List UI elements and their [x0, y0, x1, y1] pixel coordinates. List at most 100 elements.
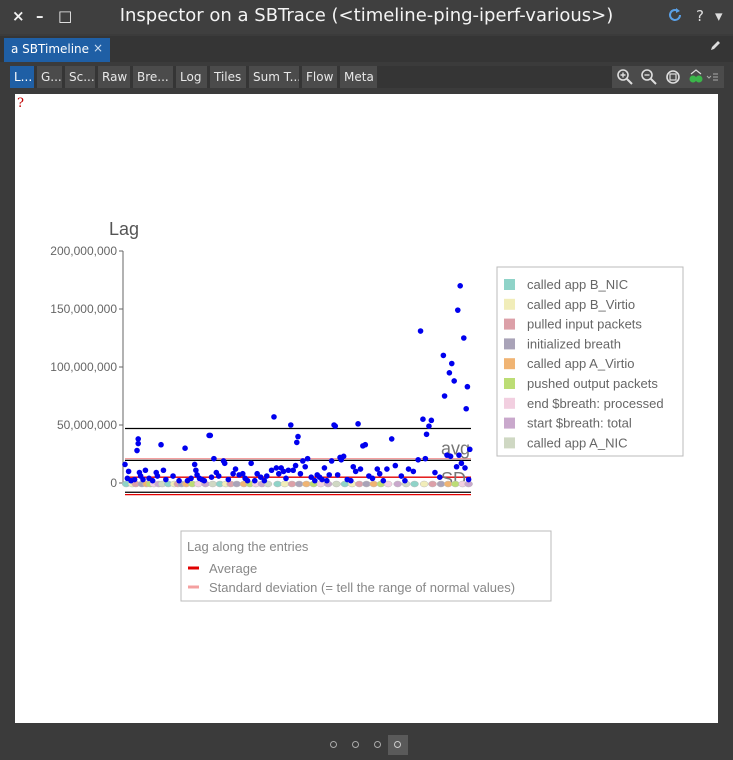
lag-point	[295, 433, 301, 440]
lag-legend-label: Standard deviation (= tell the range of …	[209, 580, 515, 595]
lag-point	[460, 335, 467, 341]
presentation-toolbar: L... G... Sc... Raw Bre... Log Tiles Sum…	[10, 66, 724, 88]
lag-point	[321, 465, 328, 471]
lag-point	[432, 469, 438, 476]
lag-point	[448, 360, 455, 367]
entry-marker	[355, 480, 364, 488]
lag-point	[451, 378, 457, 384]
lag-point	[122, 461, 128, 468]
lag-point	[332, 423, 339, 429]
view-options-icon[interactable]	[688, 68, 718, 86]
lag-legend-label: Average	[209, 561, 257, 576]
page-dot-2[interactable]	[352, 741, 359, 748]
lag-point	[417, 328, 424, 334]
lag-point	[193, 467, 199, 474]
tab-meta[interactable]: Meta	[340, 66, 377, 88]
entry-marker	[410, 480, 419, 488]
lag-point	[207, 432, 214, 439]
lag-point	[271, 414, 277, 420]
lag-point	[352, 468, 359, 475]
y-tick-label: 200,000,000	[50, 244, 117, 258]
maximize-window-button[interactable]: □	[58, 7, 73, 25]
entry-marker	[436, 480, 446, 488]
minimize-window-button[interactable]: –	[36, 7, 44, 25]
category-legend-label: start $breath: total	[527, 416, 632, 431]
lag-point	[275, 470, 282, 477]
category-legend-swatch	[504, 397, 515, 409]
lag-point	[392, 462, 399, 469]
lag-point	[283, 475, 289, 482]
tab-tiles[interactable]: Tiles	[210, 66, 246, 88]
tab-sbtimeline[interactable]: a SBTimeline ×	[4, 38, 110, 62]
lag-point	[326, 472, 333, 478]
lag-point	[328, 458, 335, 464]
zoom-fit-icon[interactable]	[664, 68, 682, 86]
lag-point	[319, 476, 325, 483]
category-legend-label: called app A_NIC	[527, 435, 627, 450]
entry-marker	[232, 480, 241, 488]
y-tick-label: 0	[110, 476, 117, 490]
error-indicator: ?	[17, 96, 24, 111]
entry-marker	[362, 480, 371, 488]
help-icon[interactable]: ?	[696, 7, 704, 25]
lag-point	[251, 477, 258, 484]
tab-log[interactable]: Log	[176, 66, 207, 88]
window-menu-icon[interactable]: ▾	[715, 7, 723, 25]
tab-sum-time[interactable]: Sum T...	[249, 66, 299, 88]
close-tab-icon[interactable]: ×	[92, 41, 103, 55]
lag-point	[441, 393, 448, 399]
window-titlebar: × – □ Inspector on a SBTrace (<timeline-…	[0, 0, 733, 34]
tab-lag[interactable]: L...	[10, 66, 34, 88]
lag-chart: Lag 0 50,000,000 100,000,000 150,000,000 200,…	[50, 219, 684, 602]
lag-point	[458, 460, 465, 467]
zoom-in-icon[interactable]	[616, 68, 634, 86]
inspector-pane: ? Lag 0 50,000,000 100,000,000 150,000,000 20…	[15, 94, 718, 723]
tab-graph[interactable]: G...	[37, 66, 62, 88]
category-legend-swatch	[504, 437, 515, 449]
lag-point	[340, 453, 347, 460]
zoom-out-icon[interactable]	[640, 68, 658, 86]
tab-breath[interactable]: Bre...	[133, 66, 173, 88]
lag-point	[350, 463, 357, 470]
lag-point	[158, 441, 164, 448]
lag-point	[422, 455, 429, 462]
page-dot-4-selected[interactable]	[388, 735, 408, 755]
close-window-button[interactable]: ×	[12, 7, 25, 25]
y-tick-label: 50,000,000	[57, 418, 117, 432]
lag-point	[211, 455, 217, 462]
entry-marker	[294, 480, 304, 488]
window-title: Inspector on a SBTrace (<timeline-ping-i…	[119, 5, 614, 26]
tab-flow[interactable]: Flow	[302, 66, 337, 88]
entry-marker	[302, 480, 311, 488]
category-legend-label: called app A_Virtio	[527, 356, 634, 371]
entry-marker	[428, 480, 437, 488]
lag-point	[454, 307, 461, 313]
lag-point	[230, 470, 236, 477]
lag-point	[463, 405, 469, 412]
page-dot-3[interactable]	[374, 741, 381, 748]
lag-point	[285, 467, 292, 474]
category-legend-box	[496, 266, 684, 457]
edit-pencil-icon[interactable]	[709, 40, 721, 56]
lag-point	[182, 445, 188, 452]
lag-point	[420, 416, 426, 423]
tab-raw[interactable]: Raw	[98, 66, 130, 88]
lag-point	[302, 463, 309, 470]
page-dot-1[interactable]	[330, 741, 337, 748]
entry-marker	[287, 480, 297, 488]
lag-point	[292, 462, 299, 469]
lag-point	[300, 458, 306, 464]
category-legend-label: initialized breath	[527, 336, 621, 351]
lag-point	[280, 468, 287, 475]
lag-point	[457, 283, 463, 289]
lag-legend-box	[180, 530, 552, 602]
lag-point	[232, 466, 239, 472]
entry-marker	[443, 480, 453, 488]
entry-marker	[208, 480, 217, 488]
refresh-icon[interactable]	[667, 7, 683, 27]
tab-scatter[interactable]: Sc...	[65, 66, 95, 88]
lag-point	[239, 470, 246, 477]
lag-point	[263, 473, 270, 479]
lag-point	[376, 470, 383, 477]
entry-marker	[419, 480, 429, 488]
